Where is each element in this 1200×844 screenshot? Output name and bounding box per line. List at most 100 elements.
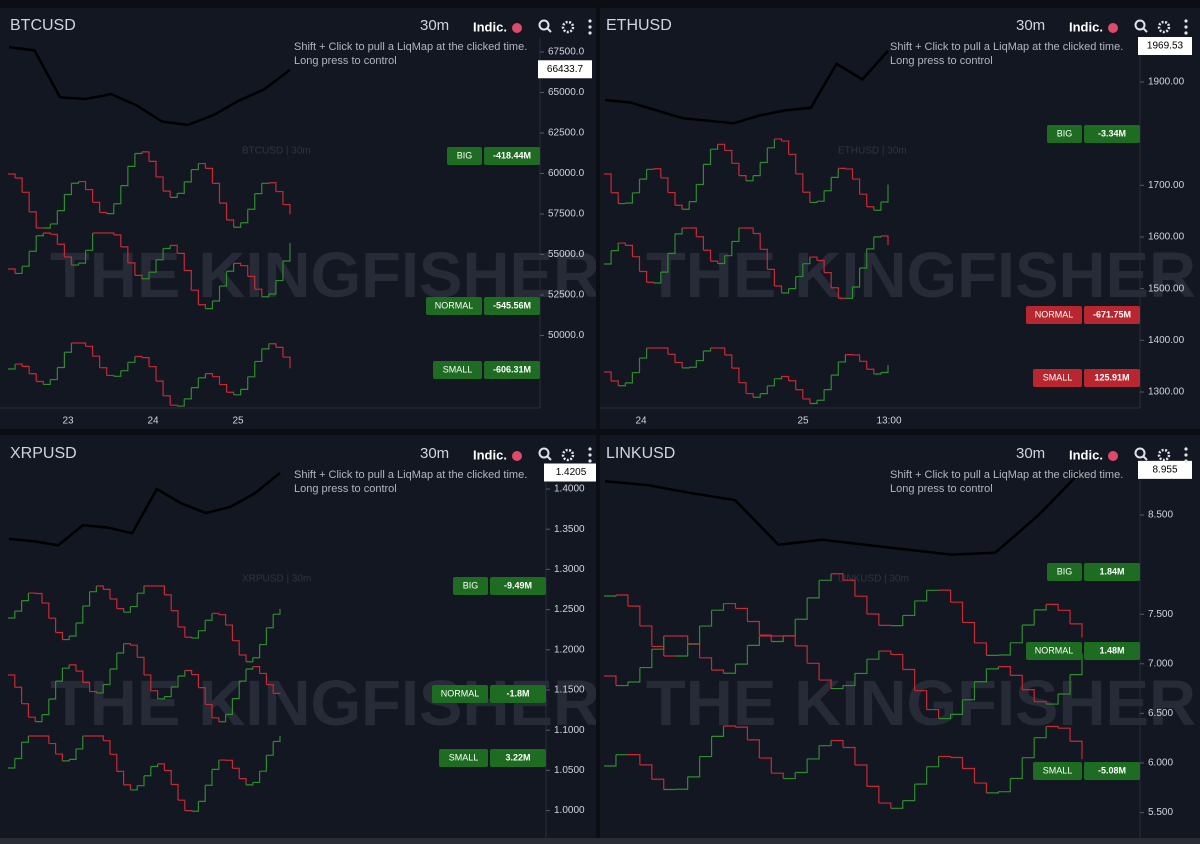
indicator-step — [254, 348, 263, 363]
timeframe[interactable]: 30m — [420, 17, 449, 34]
indicator-step — [819, 573, 832, 581]
indicator-step — [21, 703, 29, 718]
indicator-step — [660, 177, 669, 193]
settings-icon[interactable] — [1157, 20, 1171, 34]
indicator-step — [22, 251, 30, 267]
indicator-step — [675, 204, 683, 210]
indicator-step — [809, 256, 818, 261]
indicator-step — [198, 162, 206, 169]
indicator-step — [62, 635, 70, 641]
indicator-step — [639, 625, 653, 647]
indicator-step — [164, 594, 172, 611]
indicator-step — [85, 233, 94, 251]
indicators-button[interactable]: Indic. — [1069, 19, 1103, 34]
indicator-step — [667, 353, 676, 363]
indicator-step — [627, 754, 641, 765]
indicator-step — [164, 686, 172, 698]
chart-panel: THE KINGFISHER LINKUSD | 30m 8.500 7.500 7.0… — [596, 436, 1196, 838]
level-name: NORMAL — [1035, 309, 1074, 319]
series-label: LINKUSD | 30m — [838, 574, 909, 585]
search-icon[interactable] — [1134, 447, 1146, 459]
level-value: 1.84M — [1099, 566, 1124, 576]
indicator-step — [831, 361, 839, 376]
timeframe[interactable]: 30m — [1016, 17, 1045, 34]
indicator-step — [838, 354, 846, 363]
indicator-step — [137, 586, 145, 594]
level-value: 125.91M — [1094, 372, 1129, 382]
indicator-step — [859, 248, 868, 269]
indicator-step — [259, 755, 267, 772]
indicator-icon[interactable] — [1108, 451, 1118, 461]
indicator-icon[interactable] — [1108, 23, 1118, 33]
indicator-icon[interactable] — [512, 451, 522, 461]
indicator-step — [113, 234, 122, 247]
level-name-box — [439, 749, 488, 767]
indicators-button[interactable]: Indic. — [473, 19, 507, 34]
indicator-step — [177, 398, 185, 407]
indicator-step — [156, 176, 164, 192]
indicator-step — [1022, 609, 1035, 626]
y-tick-label: 1600.00 — [1148, 232, 1185, 243]
indicator-step — [852, 354, 861, 362]
indicator-step — [8, 674, 16, 688]
indicator-step — [760, 385, 768, 395]
indicator-step — [627, 605, 641, 626]
level-name-box — [1047, 125, 1082, 143]
level-value: -5.08M — [1098, 765, 1126, 775]
indicator-step — [660, 347, 669, 355]
indicator-step — [266, 684, 274, 694]
level-value-box — [490, 749, 546, 767]
level-name: SMALL — [443, 364, 473, 374]
level-value-box — [1084, 642, 1140, 660]
indicator-step — [205, 613, 213, 621]
indicator-step — [268, 343, 277, 348]
indicator-step — [783, 635, 796, 646]
indicator-step — [239, 669, 247, 682]
indicator-step — [240, 265, 249, 277]
settings-icon[interactable] — [561, 448, 575, 462]
indicator-step — [852, 178, 861, 195]
indicator-step — [611, 380, 619, 386]
indicator-step — [113, 370, 122, 377]
search-icon[interactable] — [538, 447, 550, 459]
series-label: XRPUSD | 30m — [242, 574, 311, 585]
indicator-step — [247, 193, 256, 210]
hint-text: Shift + Click to pull a LiqMap at the cl… — [890, 469, 1123, 481]
settings-icon[interactable] — [1157, 448, 1171, 462]
indicator-step — [938, 714, 952, 720]
y-tick-label: 5.500 — [1148, 807, 1173, 818]
indicator-step — [116, 643, 125, 654]
indicator-step — [205, 769, 213, 786]
search-handle — [1142, 455, 1148, 461]
indicator-step — [711, 726, 725, 738]
indicator-step — [611, 192, 619, 204]
indicator-step — [1070, 740, 1083, 760]
indicators-button[interactable]: Indic. — [473, 447, 507, 462]
indicator-step — [651, 778, 665, 790]
hint-text: Shift + Click to pull a LiqMap at the cl… — [294, 41, 527, 53]
indicator-step — [225, 624, 233, 641]
indicator-icon[interactable] — [512, 23, 522, 33]
indicator-step — [15, 177, 23, 193]
level-name-box — [447, 147, 482, 165]
level-name: BIG — [1057, 128, 1073, 138]
indicator-step — [974, 668, 987, 683]
settings-icon[interactable] — [561, 20, 575, 34]
level-name-box — [433, 361, 482, 379]
search-icon[interactable] — [1134, 19, 1146, 31]
indicator-step — [184, 810, 193, 812]
indicator-step — [843, 579, 856, 597]
indicator-step — [150, 763, 159, 768]
indicator-step — [171, 783, 179, 801]
indicator-step — [824, 272, 832, 288]
timeframe[interactable]: 30m — [420, 445, 449, 462]
indicator-step — [198, 785, 206, 802]
indicator-step — [1010, 674, 1023, 690]
timeframe[interactable]: 30m — [1016, 445, 1045, 462]
y-tick-label: 57500.0 — [548, 209, 585, 220]
level-value-box — [1084, 306, 1140, 324]
indicator-step — [807, 662, 820, 681]
search-icon[interactable] — [538, 19, 550, 31]
indicators-button[interactable]: Indic. — [1069, 447, 1103, 462]
